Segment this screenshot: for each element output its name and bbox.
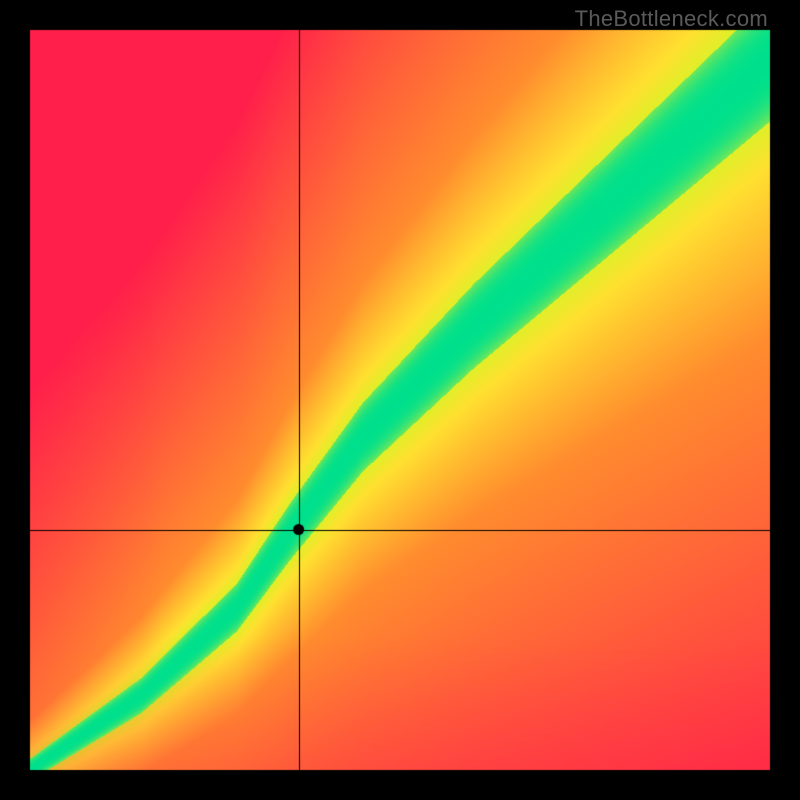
watermark-text: TheBottleneck.com	[575, 6, 768, 32]
chart-container: TheBottleneck.com	[0, 0, 800, 800]
bottleneck-heatmap-canvas	[0, 0, 800, 800]
